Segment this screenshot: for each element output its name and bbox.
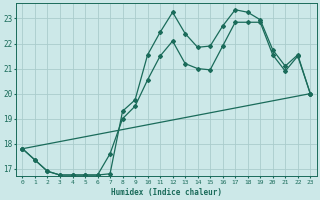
X-axis label: Humidex (Indice chaleur): Humidex (Indice chaleur) [111, 188, 222, 197]
